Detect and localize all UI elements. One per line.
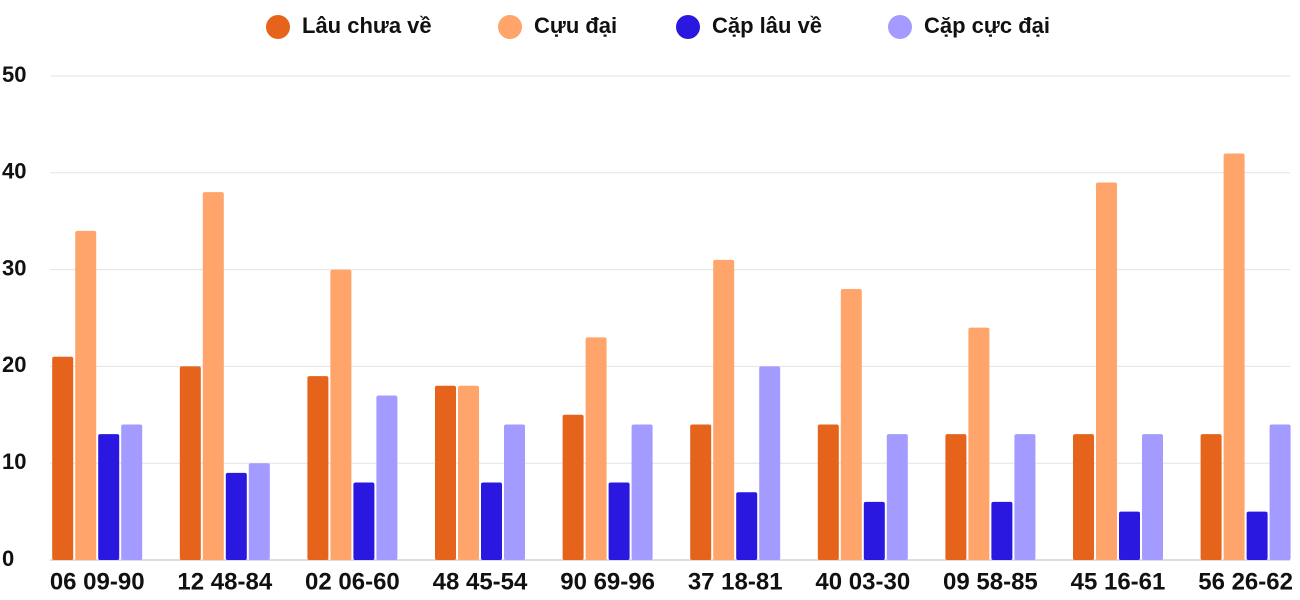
bar <box>1246 511 1268 560</box>
bar <box>1223 153 1245 560</box>
y-tick-label: 40 <box>2 159 26 184</box>
bar <box>75 230 97 560</box>
bar <box>1119 511 1140 560</box>
bar <box>863 501 885 560</box>
x-tick-label: 02 06-60 <box>305 568 400 595</box>
bar <box>435 385 456 560</box>
bar <box>968 327 990 560</box>
bar <box>840 288 862 560</box>
bar <box>1142 434 1163 560</box>
bar <box>225 472 247 560</box>
bar <box>1096 182 1117 561</box>
bar <box>376 395 398 560</box>
bar <box>248 463 270 560</box>
legend-label: Cặp cực đại <box>924 13 1050 38</box>
bar <box>713 259 735 560</box>
bar <box>608 482 630 560</box>
x-tick-label: 37 18-81 <box>688 568 783 595</box>
bar <box>690 424 712 560</box>
bar <box>52 356 74 560</box>
bar <box>991 501 1013 560</box>
bar <box>307 376 329 560</box>
bar <box>458 385 479 560</box>
bar <box>353 482 375 560</box>
bar <box>759 366 781 560</box>
bar <box>121 424 143 560</box>
x-tick-label: 45 16-61 <box>1071 568 1166 595</box>
legend-marker <box>888 15 912 39</box>
x-tick-label: 40 03-30 <box>815 568 910 595</box>
bar <box>631 424 653 560</box>
bar <box>1014 434 1036 560</box>
x-tick-label: 06 09-90 <box>50 568 145 595</box>
legend-marker <box>266 15 290 39</box>
bar <box>562 414 584 560</box>
bar <box>1269 424 1291 560</box>
bar <box>1200 434 1222 560</box>
bar <box>1073 434 1094 560</box>
bar <box>945 434 967 560</box>
legend-marker <box>498 15 522 39</box>
bar <box>179 366 201 560</box>
legend-label: Lâu chưa về <box>302 13 432 38</box>
legend-label: Cựu đại <box>534 13 617 38</box>
y-tick-label: 50 <box>2 62 26 87</box>
x-tick-label: 48 45-54 <box>433 568 528 595</box>
y-tick-label: 10 <box>2 449 26 474</box>
y-tick-label: 30 <box>2 255 26 280</box>
bar <box>202 192 224 560</box>
x-tick-label: 09 58-85 <box>943 568 1038 595</box>
x-tick-label: 12 48-84 <box>177 568 272 595</box>
x-tick-label: 90 69-96 <box>560 568 655 595</box>
bar <box>504 424 525 560</box>
bar <box>98 434 120 560</box>
bar <box>330 269 352 560</box>
y-tick-label: 20 <box>2 352 26 377</box>
legend-label: Cặp lâu về <box>712 13 822 38</box>
y-tick-label: 0 <box>2 546 14 571</box>
bar <box>736 492 758 560</box>
x-tick-label: 56 26-62 <box>1198 568 1293 595</box>
bar <box>585 337 607 560</box>
bar <box>886 434 908 560</box>
bar <box>481 482 502 560</box>
legend-marker <box>676 15 700 39</box>
bar <box>817 424 839 560</box>
